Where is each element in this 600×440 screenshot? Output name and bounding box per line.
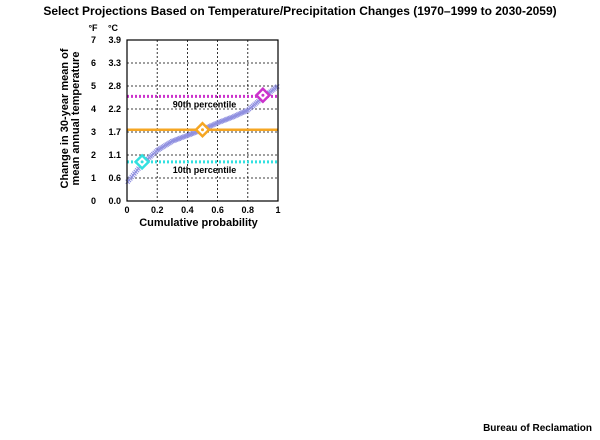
scatter-point [223,117,229,122]
scatter-point [171,138,176,144]
y-tick-label-c: 3.3 [108,58,121,68]
y-tick-label-c: 1.1 [108,150,121,160]
y-tick-label-c: 3.9 [108,35,121,45]
scatter-point [187,132,193,137]
percentile-label: 10th percentile [173,165,237,175]
scatter-point [185,132,191,138]
scatter-point [226,116,232,121]
scatter-point [191,130,197,136]
x-axis-label: Cumulative probability [139,217,258,229]
scatter-point [274,84,280,89]
scatter-point [181,134,187,140]
projection-marker-dot [201,128,204,132]
scatter-point [177,135,183,141]
plot-frame [126,39,279,202]
y-tick-label-f: 5 [91,81,96,91]
scatter-point [189,131,195,136]
x-tick-label: 0 [124,205,129,215]
scatter-point [179,135,184,141]
scatter-point [180,134,186,140]
x-tick-label: 0.6 [211,205,224,215]
y-tick-label-f: 0 [91,196,96,206]
x-tick-label: 0.2 [151,205,164,215]
y-tick-label-f: 3 [91,127,96,137]
y-axis-label: mean annual temperature [70,52,82,186]
page-title: Select Projections Based on Temperature/… [43,4,557,18]
scatter-point [225,116,230,122]
y-axis-label: Change in 30-year mean of [59,48,71,188]
y-tick-label-f: 1 [91,173,96,183]
scatter-point [229,115,234,120]
scatter-point [218,119,224,125]
scatter-point [183,133,189,139]
scatter-point [222,117,228,123]
y-tick-label-f: 4 [91,104,96,114]
scatter-point [215,120,221,126]
y-tick-label-f: 7 [91,35,96,45]
scatter-point [216,119,222,125]
unit-f-label: °F [88,23,98,33]
scatter-point [221,118,226,123]
scatter-point [219,118,225,124]
data-layer [125,84,280,185]
scatter-point [175,136,180,142]
label-layer: 90th percentile 10th percentile 0 0.2 0.4 0.6… [59,23,281,229]
scatter-point [173,137,179,143]
x-tick-label: 1 [275,205,280,215]
unit-c-label: °C [108,23,119,33]
credit-label: Bureau of Reclamation [483,423,592,434]
y-tick-label-c: 2.2 [108,104,121,114]
y-tick-label-c: 0.6 [108,173,121,183]
y-tick-label-c: 2.8 [108,81,121,91]
percentile-label: 90th percentile [173,99,237,109]
y-tick-label-f: 2 [91,150,96,160]
y-tick-label-f: 6 [91,58,96,68]
scatter-point [227,115,233,121]
y-tick-label-c: 0.0 [108,196,121,206]
grid-layer [127,40,278,201]
projection-marker-dot [261,93,265,97]
x-tick-label: 0.8 [242,205,255,215]
scatter-point [188,131,194,137]
scatter-point [172,137,178,143]
projection-marker-dot [140,160,144,164]
scatter-point [176,136,182,142]
y-tick-label-c: 1.7 [108,127,121,137]
x-tick-label: 0.4 [181,205,194,215]
scatter-point [184,133,190,138]
